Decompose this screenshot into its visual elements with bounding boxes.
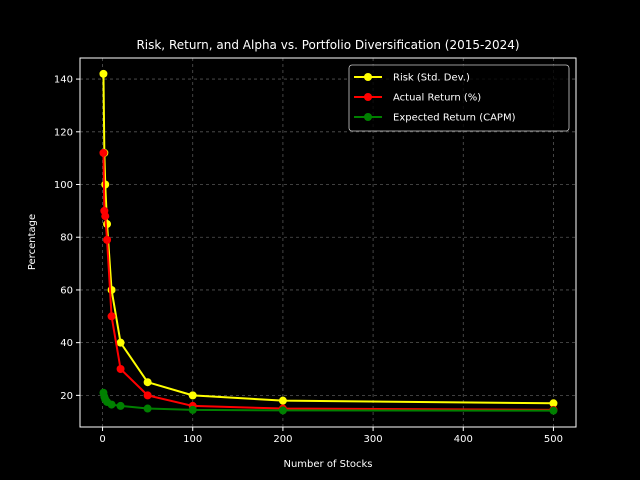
data-point — [549, 406, 558, 415]
data-point — [143, 404, 152, 413]
x-axis-title: Number of Stocks — [283, 459, 372, 470]
x-tick-label: 100 — [183, 434, 202, 445]
data-point — [116, 365, 125, 374]
data-point — [278, 396, 287, 405]
data-point — [188, 405, 197, 414]
data-point — [549, 399, 558, 408]
data-point — [99, 148, 108, 157]
legend-marker — [364, 73, 372, 81]
y-tick-label: 80 — [60, 233, 73, 244]
data-point — [107, 312, 116, 321]
series-layer — [99, 69, 558, 415]
data-point — [107, 400, 116, 409]
legend-item: Actual Return (%) — [354, 93, 481, 104]
y-tick-label: 40 — [60, 338, 73, 349]
legend-label: Risk (Std. Dev.) — [393, 73, 470, 84]
legend-label: Expected Return (CAPM) — [393, 113, 516, 124]
chart-title: Risk, Return, and Alpha vs. Portfolio Di… — [136, 38, 519, 52]
data-point — [101, 180, 110, 189]
data-point — [143, 391, 152, 400]
y-tick-label: 20 — [60, 391, 73, 402]
data-point — [143, 378, 152, 387]
legend-marker — [364, 93, 372, 101]
x-tick-label: 500 — [544, 434, 563, 445]
legend-item: Expected Return (CAPM) — [354, 113, 516, 124]
y-tick-label: 60 — [60, 285, 73, 296]
series-3 — [99, 388, 558, 415]
data-point — [99, 69, 108, 78]
y-tick-label: 120 — [54, 127, 73, 138]
data-point — [116, 401, 125, 410]
legend-box — [348, 64, 570, 132]
legend: Risk (Std. Dev.) Actual Return (%) Expecte… — [348, 64, 570, 132]
series-line — [102, 73, 554, 405]
data-point — [101, 212, 110, 221]
grid — [80, 58, 576, 427]
legend-item: Risk (Std. Dev.) — [354, 73, 470, 84]
series-1 — [99, 69, 558, 408]
x-tick-label: 200 — [273, 434, 292, 445]
data-point — [116, 338, 125, 347]
data-point — [278, 406, 287, 415]
y-tick-label: 140 — [54, 75, 73, 86]
axis-ticks: 0 100 200 300 400 500 20 40 60 80 100 120 140 — [54, 75, 563, 445]
legend-label: Actual Return (%) — [393, 93, 481, 104]
legend-marker — [364, 113, 372, 121]
data-point — [188, 391, 197, 400]
x-tick-label: 0 — [99, 434, 105, 445]
data-point — [107, 285, 116, 294]
plot-frame — [79, 57, 577, 428]
y-tick-label: 100 — [54, 180, 73, 191]
x-tick-label: 300 — [364, 434, 383, 445]
y-axis-title: Percentage — [27, 214, 38, 270]
data-point — [103, 235, 112, 244]
x-tick-label: 400 — [454, 434, 473, 445]
